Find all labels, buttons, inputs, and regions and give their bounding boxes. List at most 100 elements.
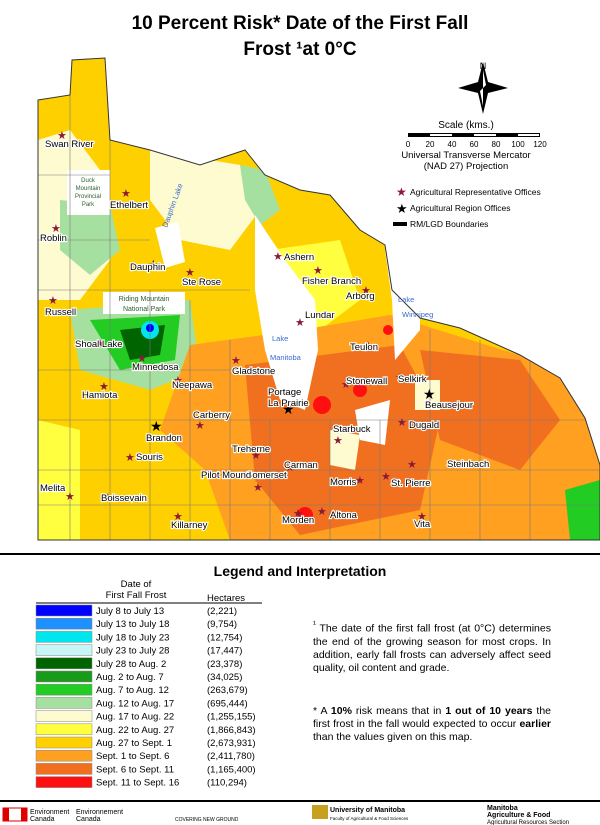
park (67, 170, 110, 215)
note-text: the first frost in the fall would expect… (313, 705, 552, 730)
zone (38, 420, 80, 540)
legend-label: Aug. 17 to Aug. 22 (96, 712, 174, 723)
office-star: ★ (121, 188, 131, 200)
scale-tick: 60 (470, 140, 479, 149)
town-label: Hamiota (82, 390, 118, 401)
note-bold: 10% (330, 705, 352, 717)
town-label: La Prairie (268, 398, 309, 409)
legend-swatch (35, 697, 93, 709)
legend-swatch (35, 670, 93, 683)
zone (297, 507, 313, 523)
town-label: Ashern (284, 252, 314, 263)
office-star: ★ (137, 353, 147, 365)
legend-label: July 23 to July 28 (96, 646, 169, 657)
town-label: Souris (136, 452, 163, 463)
town-label: Roblin (40, 233, 67, 244)
projection: (NAD 27) Projection (424, 161, 508, 172)
legend-swatch (35, 749, 93, 762)
town-label: Killarney (171, 520, 208, 531)
legend-hectares: (9,754) (207, 619, 237, 630)
note: ¹ The date of the first fall frost (at 0… (313, 618, 551, 675)
lake (155, 222, 185, 268)
scale-tick: 0 (406, 140, 411, 149)
lake-label: Lake (398, 295, 414, 304)
legend-swatch (35, 657, 93, 670)
office-star: ★ (395, 372, 405, 384)
office-star: ★ (95, 338, 105, 350)
note-mark: ¹ (313, 619, 316, 629)
office-star: ★ (293, 508, 303, 520)
lake-label: Manitoba (270, 353, 302, 362)
scale-bar (430, 134, 452, 136)
office-star: ★ (195, 420, 205, 432)
compass (480, 70, 486, 106)
footer-text: COVERING NEW GROUND (175, 817, 239, 823)
office-star: ★ (57, 130, 67, 142)
legend-label: Sept. 6 to Sept. 11 (96, 764, 174, 775)
town-label: Ethelbert (110, 200, 148, 211)
office-star: ★ (381, 471, 391, 483)
town-label: Starbuck (333, 424, 371, 435)
town-label: Neepawa (172, 380, 213, 391)
legend-swatch (35, 683, 93, 696)
note-bold: 1 out of 10 years (445, 705, 533, 717)
office-star: ★ (51, 223, 61, 235)
office-star: ★ (295, 317, 305, 329)
footer-text: Canada (76, 816, 101, 823)
legend-label: Sept. 1 to Sept. 6 (96, 751, 169, 762)
symbol-label: RM/LGD Boundaries (410, 219, 488, 229)
legend-hectares: (34,025) (207, 672, 242, 683)
legend-hectares: (1,165,400) (207, 764, 256, 775)
legend-header: Date of (121, 579, 152, 590)
office-star: ★ (317, 506, 327, 518)
office-star: ★ (103, 492, 113, 504)
town-label: Fisher Branch (302, 276, 361, 287)
office-star: ★ (397, 417, 407, 429)
town-label: Minnedosa (132, 362, 179, 373)
zone (565, 480, 600, 540)
town-label: Somerset (246, 470, 287, 481)
office-star: ★ (423, 386, 436, 402)
office-star: ★ (231, 355, 241, 367)
flag (21, 808, 27, 821)
scale-tick: 120 (533, 140, 547, 149)
legend-swatch (35, 604, 93, 617)
scale-tick: 40 (448, 140, 457, 149)
scale-tick: 20 (426, 140, 435, 149)
town-label: Vita (414, 519, 431, 530)
town-label: Beausejour (425, 400, 473, 411)
legend-swatch (35, 644, 93, 656)
office-star: ★ (99, 381, 109, 393)
legend-hectares: (2,673,931) (207, 738, 256, 749)
compass-label: N (480, 61, 487, 71)
town-label: Gladstone (232, 366, 275, 377)
town-label: Carman (284, 460, 318, 471)
park-label: Duck (81, 178, 96, 184)
legend-hectares: (1,866,843) (207, 725, 256, 736)
legend-swatch (35, 710, 93, 722)
office-star: ★ (355, 475, 365, 487)
town-label: Dugald (409, 420, 439, 431)
town-label: Melita (40, 483, 66, 494)
legend-label: Aug. 7 to Aug. 12 (96, 685, 169, 696)
office-star: ★ (407, 459, 417, 471)
legend-swatch (35, 617, 93, 630)
office-star: ★ (147, 257, 160, 273)
legend-label: July 8 to July 13 (96, 606, 164, 617)
footer-text: Agriculture & Food (487, 812, 550, 819)
scale-bar (474, 134, 496, 136)
legend-label: Aug. 12 to Aug. 17 (96, 698, 174, 709)
lake-label: Lake (272, 334, 288, 343)
park-label: Riding Mountain (119, 296, 170, 303)
projection: Universal Transverse Mercator (401, 150, 530, 161)
logo (312, 805, 328, 819)
symbol-label: Agricultural Representative Offices (410, 187, 541, 197)
town-label: Treherne (232, 444, 270, 455)
compass (458, 62, 508, 114)
town-label: St. Pierre (391, 478, 431, 489)
symbol-icon (393, 222, 407, 226)
title: Frost ¹at 0°C (243, 39, 356, 60)
town-label: Shoal Lake (75, 339, 123, 350)
legend-hectares: (110,294) (207, 778, 247, 789)
